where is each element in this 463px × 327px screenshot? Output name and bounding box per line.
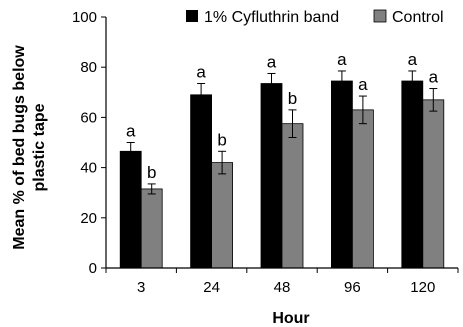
significance-letter: a: [196, 63, 206, 82]
x-tick-label: 48: [274, 279, 291, 296]
x-tick-label: 120: [410, 279, 435, 296]
y-tick-label: 0: [89, 260, 97, 277]
legend-label-control: Control: [392, 9, 444, 26]
significance-letter: a: [337, 50, 347, 69]
legend-label-cyfluthrin: 1% Cyfluthrin band: [204, 9, 339, 26]
bar-cyfluthrin-48h: [260, 83, 283, 269]
significance-letter: b: [217, 130, 226, 149]
bar-control-48h: [281, 123, 304, 269]
y-tick-label: 40: [80, 160, 97, 177]
bar-cyfluthrin-96h: [330, 80, 353, 269]
significance-letter: a: [408, 50, 418, 69]
y-tick-label: 60: [80, 109, 97, 126]
x-tick-label: 3: [137, 279, 145, 296]
bar-control-3h: [140, 188, 163, 269]
bar-cyfluthrin-24h: [190, 94, 213, 269]
significance-letter: a: [126, 122, 136, 141]
legend: 1% Cyfluthrin band Control: [186, 9, 444, 26]
x-tick-label: 96: [344, 279, 361, 296]
significance-letter: a: [358, 75, 368, 94]
y-axis-title-line2: plastic tape: [31, 103, 48, 191]
bar-cyfluthrin-3h: [119, 150, 142, 269]
legend-swatch-cyfluthrin: [186, 10, 198, 22]
bar-control-120h: [422, 99, 445, 269]
significance-letter: a: [267, 52, 277, 71]
y-tick-label: 80: [80, 59, 97, 76]
significance-letter: a: [429, 68, 439, 87]
axes-layer: [101, 16, 459, 273]
bar-cyfluthrin-120h: [401, 80, 424, 269]
y-tick-label: 100: [72, 9, 97, 26]
y-axis-title-line1: Mean % of bed bugs below: [11, 45, 28, 250]
significance-letter: b: [147, 163, 156, 182]
bars-layer: [119, 70, 445, 269]
legend-swatch-control: [373, 9, 387, 23]
y-tick-label: 20: [80, 210, 97, 227]
bar-control-96h: [351, 109, 374, 269]
significance-letter: b: [288, 89, 297, 108]
x-axis-title: Hour: [272, 310, 309, 327]
x-tick-label: 24: [203, 279, 220, 296]
bar-control-24h: [211, 162, 234, 269]
